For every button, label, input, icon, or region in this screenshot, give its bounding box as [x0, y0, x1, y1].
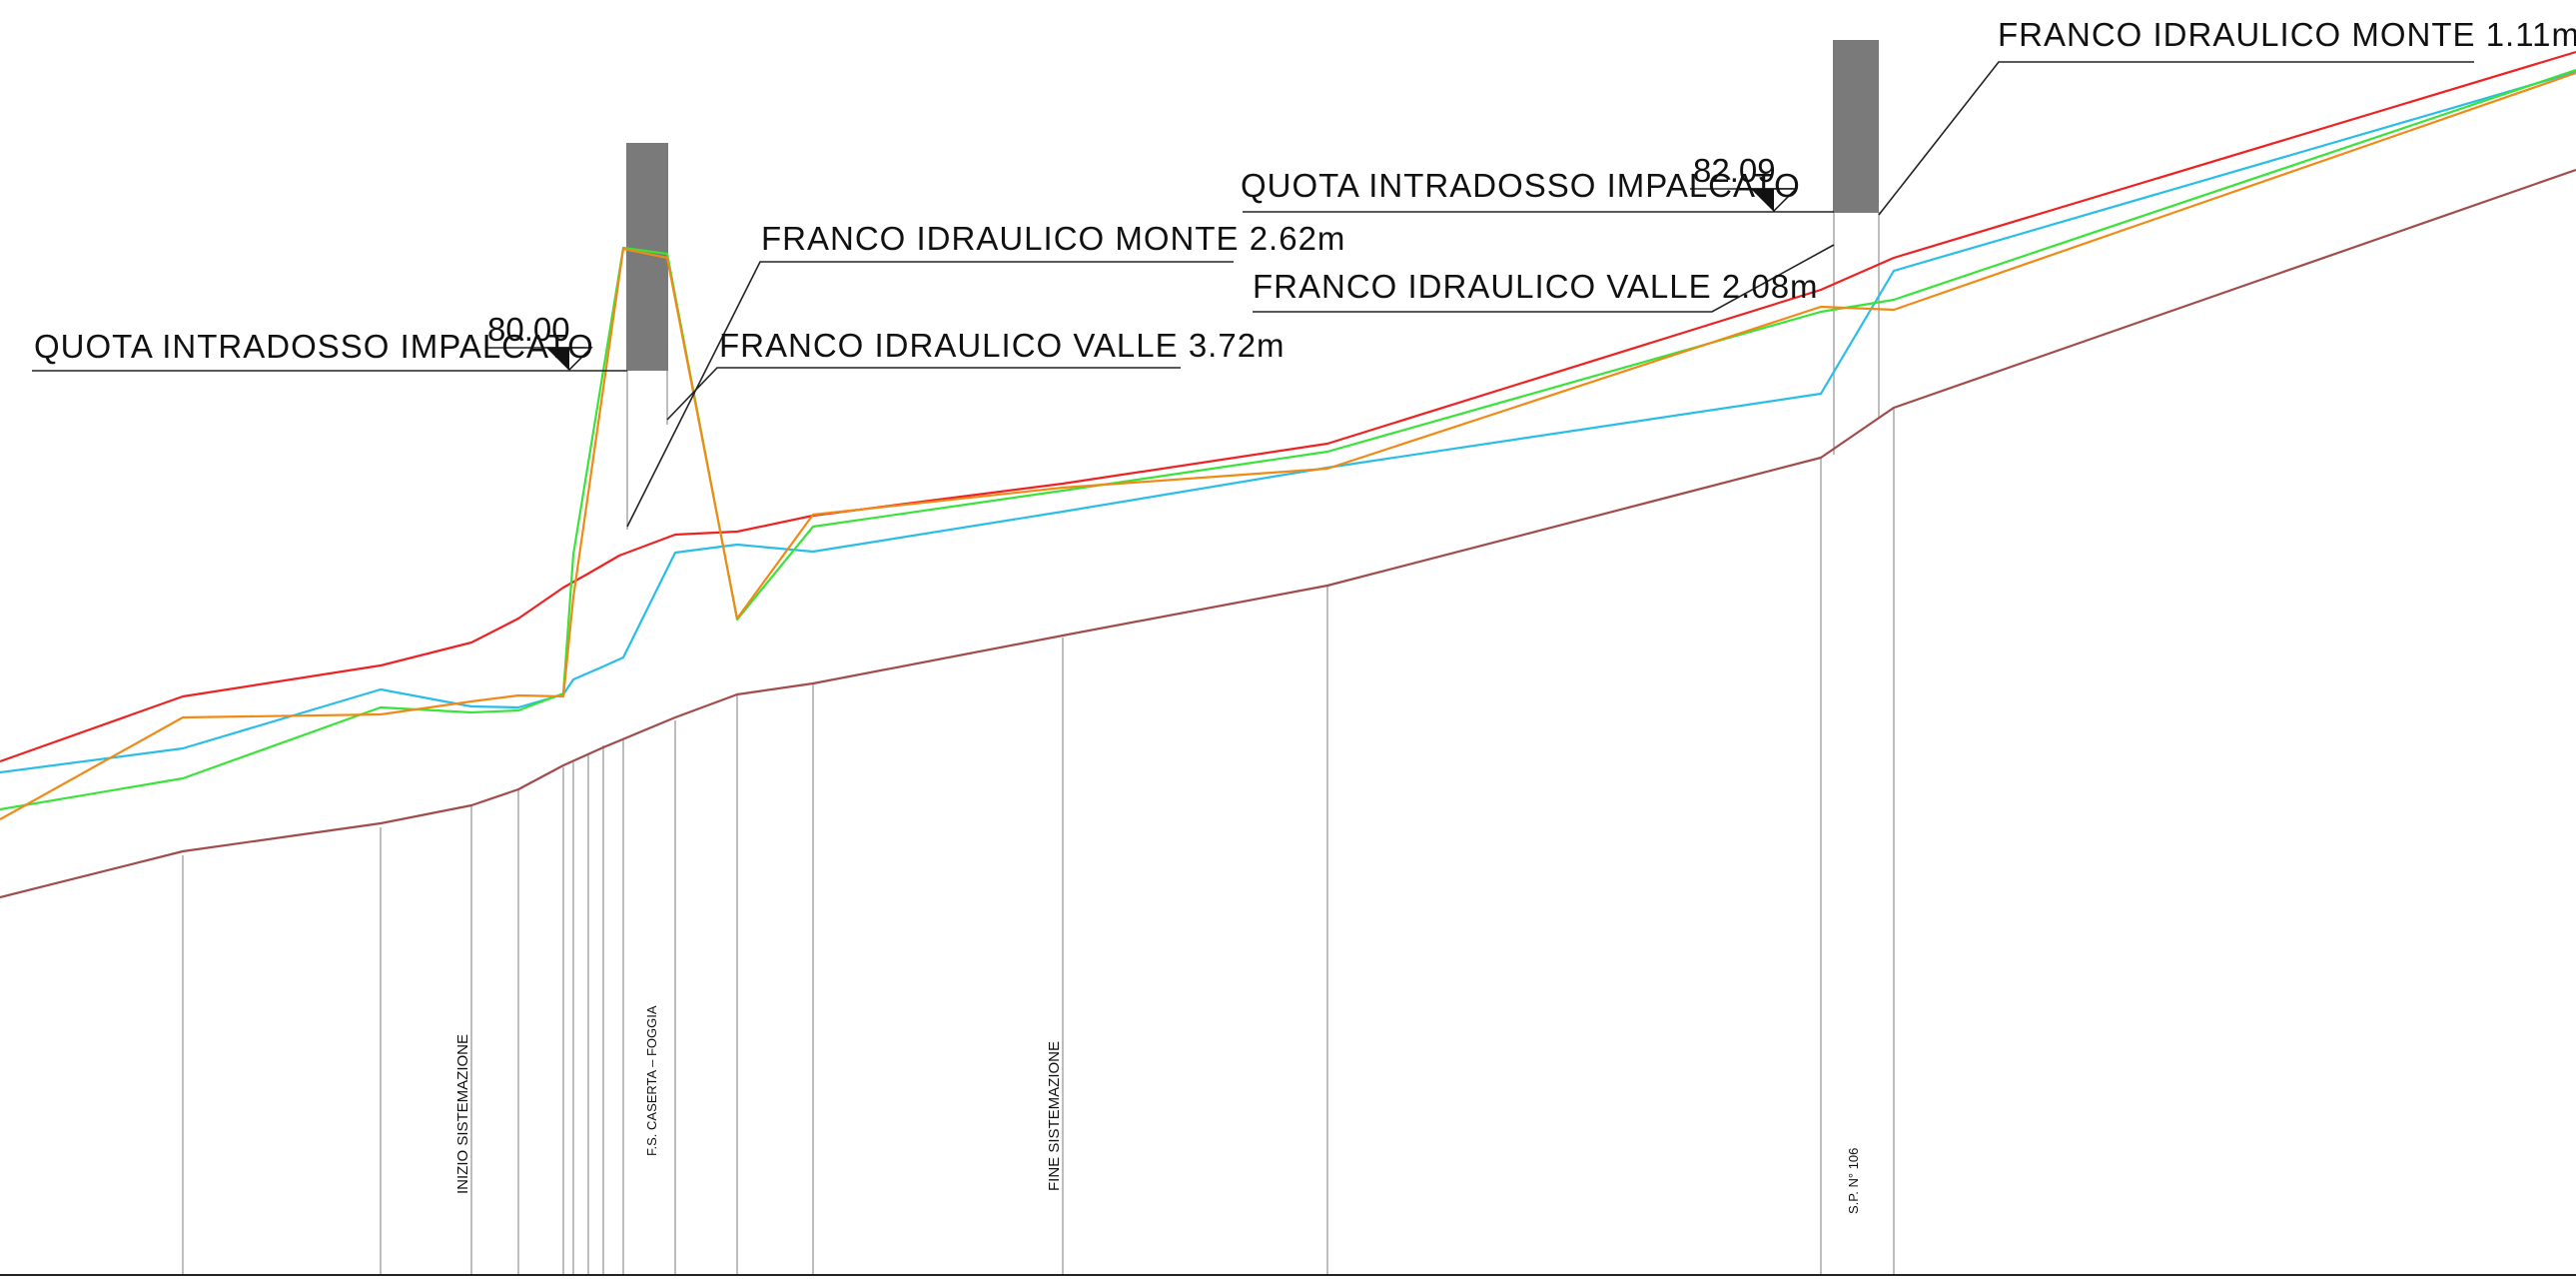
profile-lines: [0, 50, 2576, 899]
bridge-2-franco-valle: FRANCO IDRAULICO VALLE 2.08m: [1253, 268, 1819, 305]
bridge-2-level-marker-icon: [1750, 188, 1798, 213]
bridge-1-franco-valle: FRANCO IDRAULICO VALLE 3.72m: [719, 327, 1286, 364]
section-label-sp-106: S.P. N° 106: [1846, 1148, 1861, 1214]
section-lines: [182, 212, 1895, 1275]
bridge-1-deck-elevation: 80.00: [487, 311, 570, 348]
bridge-2-monte-leader: [1878, 61, 2474, 216]
bridge-2-deck-elevation: 82.09: [1693, 152, 1776, 189]
leader-lines: [32, 61, 2474, 528]
bridge-2-deck-label: QUOTA INTRADOSSO IMPALCATO: [1241, 167, 1801, 204]
bridge-1-monte-leader: [626, 261, 1234, 528]
bridge-1-deck-label: QUOTA INTRADOSSO IMPALCATO: [34, 328, 594, 365]
profile-cyan-line: [0, 70, 2576, 774]
profile-red-line: [0, 50, 2576, 763]
bridge-2-franco-monte: FRANCO IDRAULICO MONTE 1.11m: [1998, 16, 2576, 53]
bridge-1-valle-leader: [666, 367, 1181, 421]
profile-orange-line: [0, 71, 2576, 820]
bridge-2-pier: [1833, 40, 1879, 213]
bridge-1-level-marker-icon: [545, 347, 593, 372]
bridge-1-franco-monte: FRANCO IDRAULICO MONTE 2.62m: [761, 220, 1345, 257]
section-label-fine-sistemazione: FINE SISTEMAZIONE: [1046, 1041, 1063, 1191]
bridge-2-valle-leader: [1253, 244, 1835, 313]
profile-brown-line: [0, 168, 2576, 899]
section-label-inizio-sistemazione: INIZIO SISTEMAZIONE: [454, 1034, 471, 1194]
section-label-fs-caserta-foggia: F.S. CASERTA – FOGGIA: [644, 1005, 659, 1156]
profile-green-line: [0, 68, 2576, 811]
